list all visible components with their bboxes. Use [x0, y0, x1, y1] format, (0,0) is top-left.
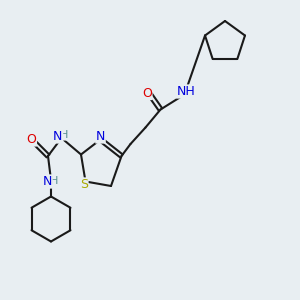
Text: O: O [27, 133, 36, 146]
Text: H: H [60, 130, 69, 140]
Text: S: S [80, 178, 88, 191]
Text: N: N [96, 130, 105, 143]
Text: N: N [43, 175, 52, 188]
Text: N: N [53, 130, 63, 143]
Text: NH: NH [177, 85, 195, 98]
Text: H: H [50, 176, 58, 187]
Text: O: O [142, 86, 152, 100]
